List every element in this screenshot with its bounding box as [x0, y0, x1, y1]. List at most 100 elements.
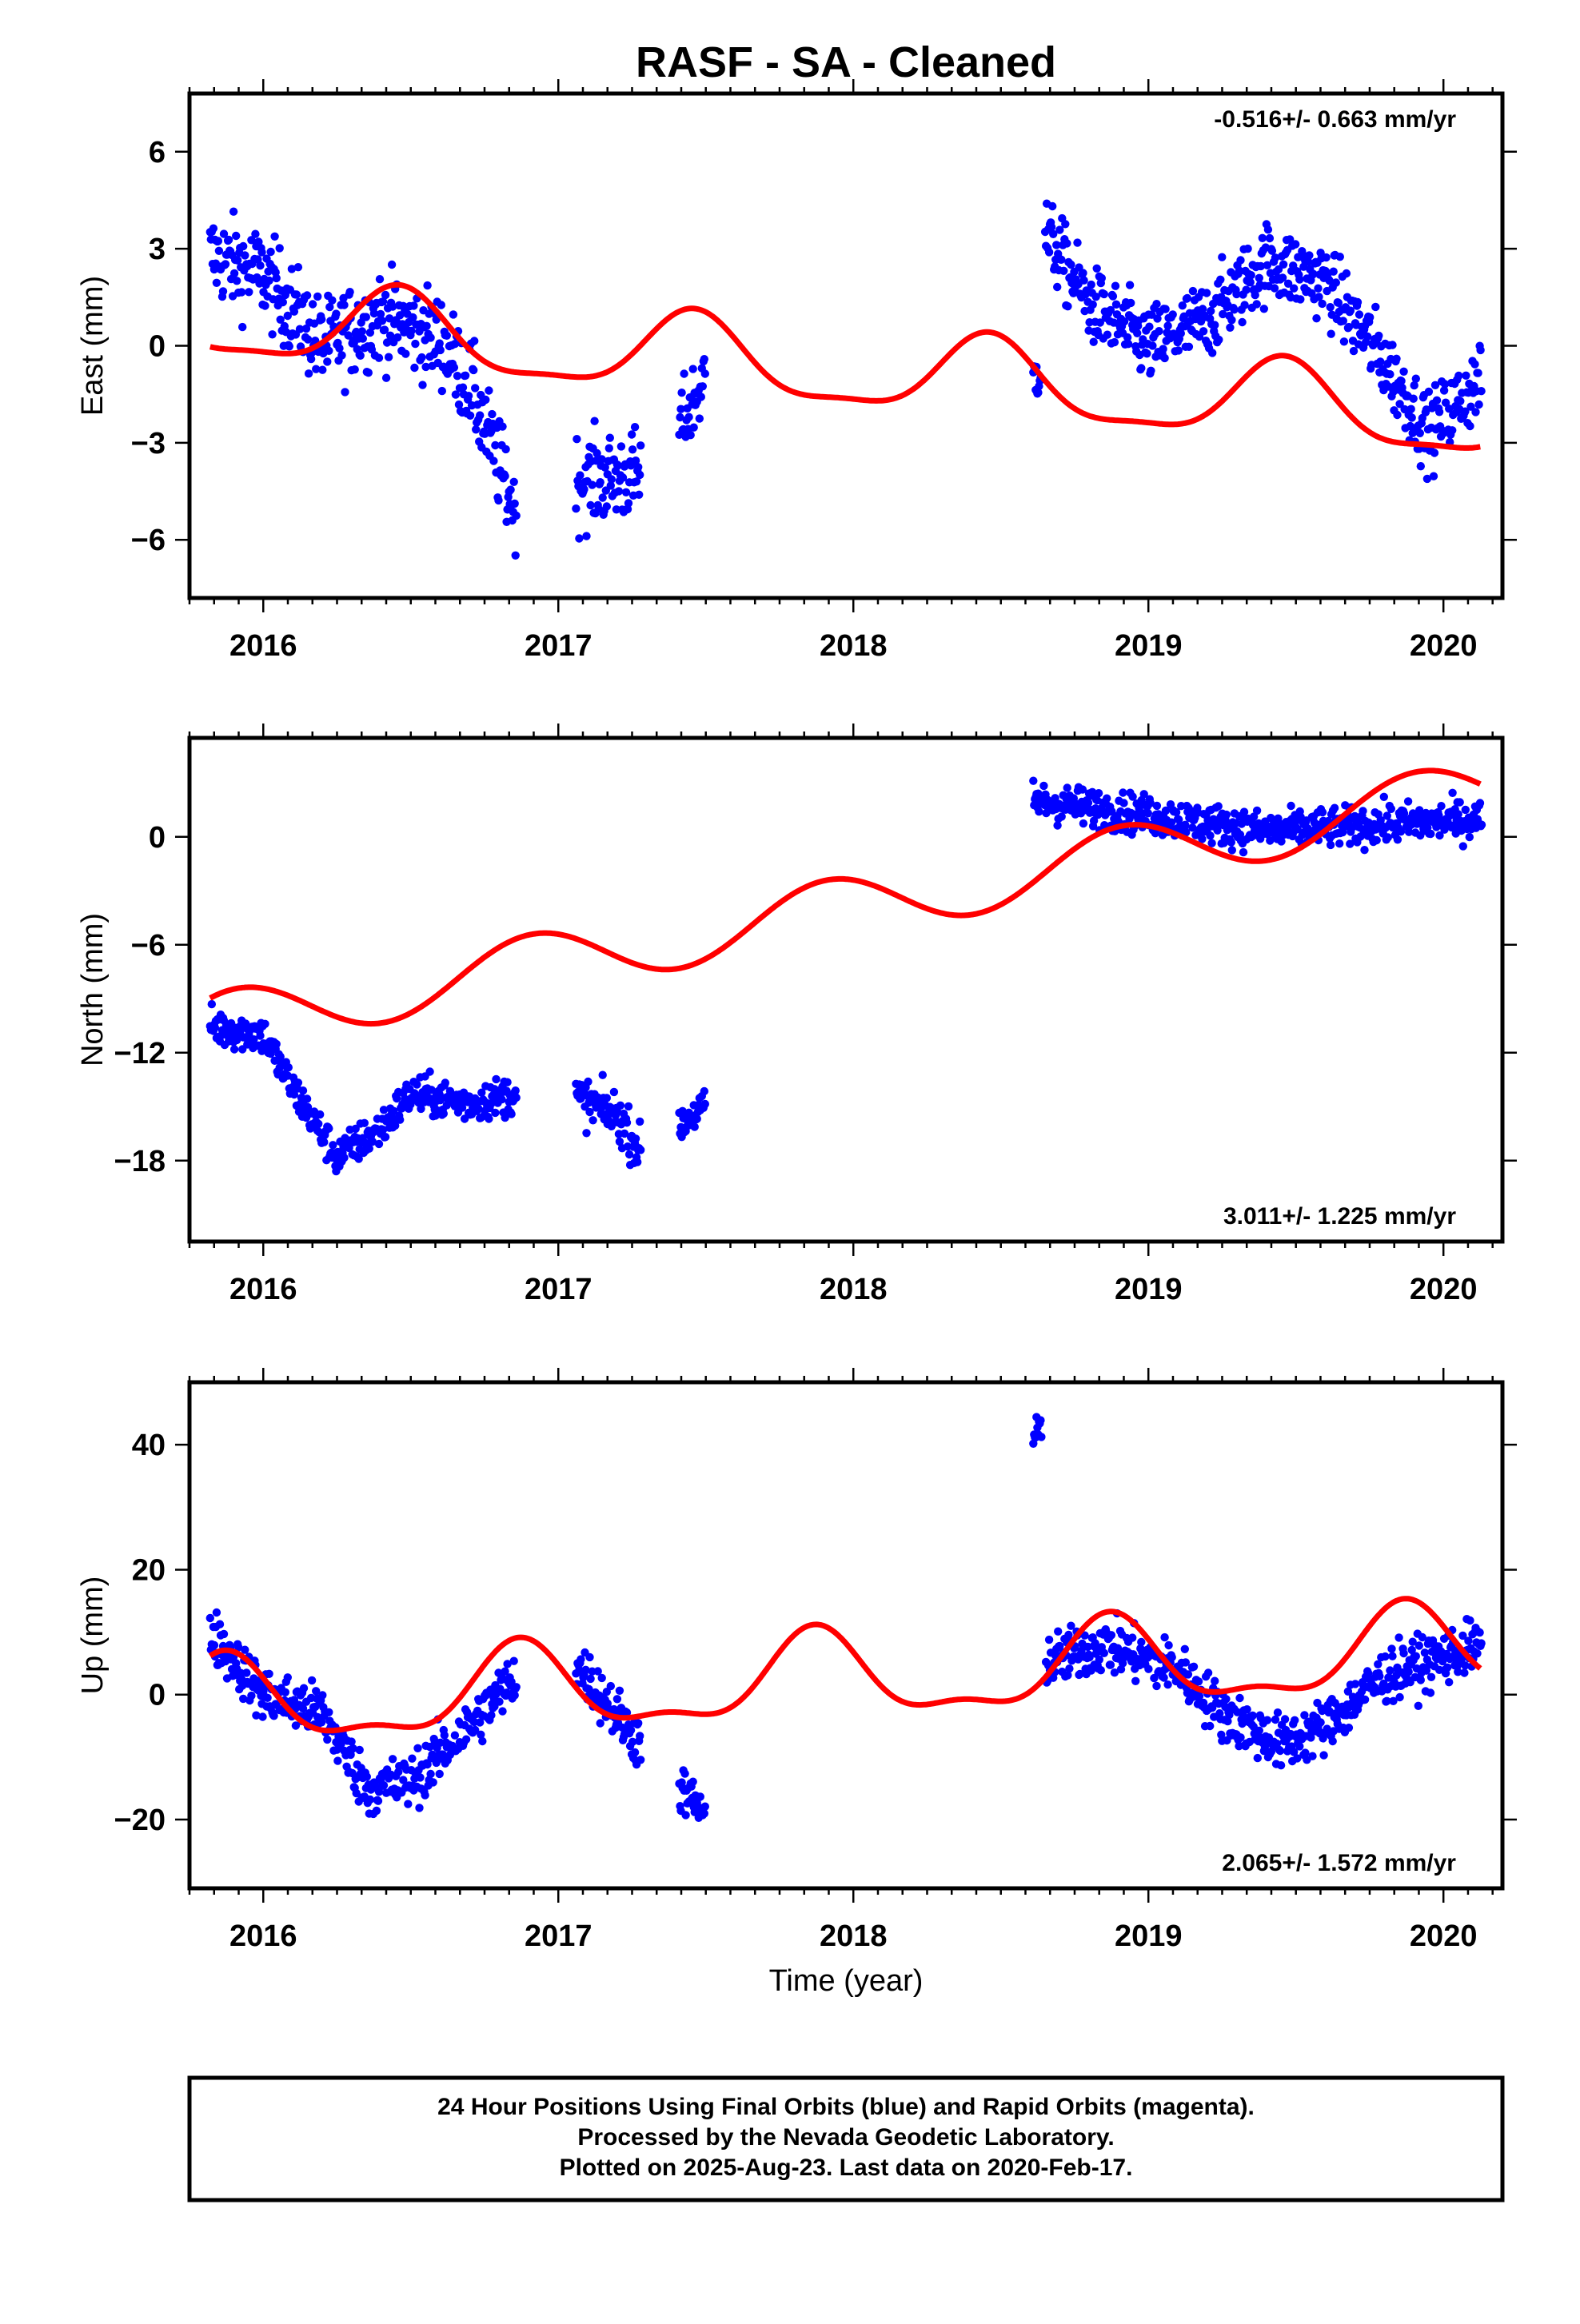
- data-point: [435, 1769, 444, 1779]
- data-point: [1342, 269, 1351, 278]
- x-tick-label: 2018: [820, 629, 888, 663]
- data-point: [413, 1080, 421, 1089]
- data-point: [1235, 830, 1245, 839]
- data-point: [1386, 804, 1396, 813]
- data-point: [337, 351, 346, 360]
- data-point: [1448, 788, 1457, 797]
- y-tick-label: −12: [114, 1037, 166, 1070]
- data-point: [1329, 267, 1338, 276]
- data-point: [1144, 1664, 1153, 1673]
- data-point: [1411, 1652, 1421, 1660]
- data-point: [1372, 835, 1381, 845]
- data-point: [1410, 381, 1418, 390]
- data-point: [391, 1121, 400, 1130]
- data-point: [241, 251, 249, 260]
- x-tick-label: 2016: [229, 1919, 297, 1953]
- data-point: [1403, 797, 1413, 806]
- data-point: [251, 229, 260, 238]
- data-point: [1396, 827, 1406, 836]
- y-axis-label: Up (mm): [76, 1577, 110, 1695]
- data-point: [1346, 839, 1355, 848]
- data-point: [582, 1129, 591, 1138]
- data-point: [606, 1681, 615, 1691]
- data-point: [487, 1711, 496, 1720]
- data-point: [1218, 253, 1227, 261]
- data-points: [205, 199, 1486, 560]
- data-point: [376, 309, 385, 319]
- data-point: [630, 1748, 640, 1757]
- data-point: [1159, 1673, 1168, 1682]
- data-point: [1252, 300, 1261, 309]
- data-point: [507, 1110, 516, 1118]
- x-tick-label: 2017: [525, 1273, 592, 1306]
- data-point: [1426, 1672, 1436, 1681]
- velocity-label: 2.065+/- 1.572 mm/yr: [1222, 1850, 1456, 1876]
- data-point: [1476, 345, 1485, 355]
- data-point: [1473, 1649, 1482, 1658]
- data-point: [374, 1139, 384, 1149]
- data-point: [485, 1114, 493, 1123]
- data-point: [1139, 790, 1148, 799]
- data-point: [1466, 1616, 1474, 1625]
- x-tick-label: 2019: [1115, 1273, 1183, 1306]
- data-point: [261, 1019, 269, 1029]
- data-point: [1225, 1710, 1234, 1720]
- data-point: [213, 237, 223, 245]
- data-point: [1393, 410, 1402, 420]
- data-point: [1055, 1641, 1064, 1651]
- data-point: [586, 1674, 595, 1684]
- panel-2: 2016 2017 2018 2019 2020 −18 −12 −6 0 North (mm) 3…: [76, 724, 1517, 1306]
- data-point: [239, 241, 248, 251]
- data-point: [410, 363, 419, 373]
- data-point: [1150, 1673, 1159, 1683]
- data-point: [354, 1154, 363, 1163]
- data-point: [1277, 837, 1286, 846]
- data-point: [1326, 840, 1335, 850]
- data-point: [453, 372, 462, 381]
- data-point: [1360, 1695, 1370, 1704]
- caption-line-1: 24 Hour Positions Using Final Orbits (bl…: [437, 2094, 1255, 2120]
- data-point: [365, 328, 375, 337]
- data-point: [626, 1726, 636, 1735]
- data-point: [341, 388, 349, 397]
- data-point: [1083, 799, 1093, 807]
- data-point: [1078, 785, 1087, 794]
- data-point: [441, 1078, 449, 1087]
- data-point: [299, 1684, 309, 1692]
- data-point: [284, 1063, 293, 1072]
- data-point: [593, 1667, 602, 1676]
- data-point: [509, 477, 518, 486]
- data-point: [501, 1667, 509, 1676]
- data-point: [1128, 792, 1137, 801]
- data-point: [454, 400, 464, 409]
- data-point: [1416, 462, 1426, 471]
- data-point: [1227, 846, 1237, 855]
- data-point: [307, 1676, 317, 1685]
- data-point: [1291, 1716, 1299, 1724]
- data-point: [1300, 1711, 1309, 1720]
- data-point: [616, 442, 626, 451]
- data-point: [450, 1731, 460, 1740]
- data-point: [1055, 225, 1064, 234]
- data-point: [1061, 220, 1070, 229]
- data-point: [1344, 322, 1354, 332]
- data-point: [1395, 400, 1404, 409]
- data-point: [458, 383, 468, 392]
- data-point: [1407, 1645, 1416, 1655]
- data-point: [1110, 1668, 1119, 1677]
- data-point: [308, 300, 317, 309]
- data-point: [413, 1744, 422, 1752]
- data-point: [1161, 806, 1171, 815]
- data-point: [229, 207, 238, 216]
- data-point: [615, 1137, 624, 1146]
- data-point: [630, 423, 640, 432]
- data-point: [1295, 275, 1304, 284]
- data-point: [1249, 812, 1259, 821]
- data-point: [316, 1110, 325, 1119]
- data-point: [477, 1730, 485, 1739]
- data-point: [1137, 1637, 1146, 1647]
- data-point: [1466, 421, 1474, 431]
- data-point: [1092, 264, 1101, 273]
- data-point: [1388, 1652, 1397, 1660]
- data-point: [385, 314, 394, 323]
